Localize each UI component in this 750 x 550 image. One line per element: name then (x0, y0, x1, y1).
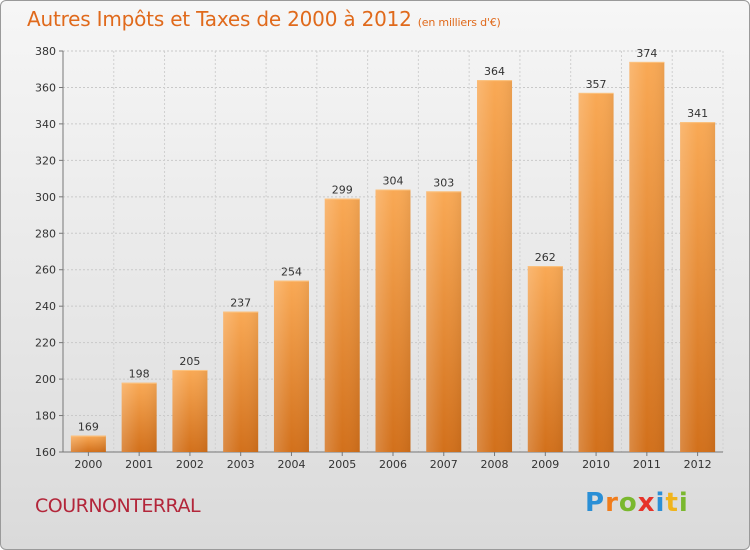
value-label-2009: 262 (535, 251, 556, 264)
bar-shine-2012 (680, 122, 716, 452)
x-tick-label-2006: 2006 (379, 458, 407, 471)
bar-shine-2011 (629, 61, 665, 452)
bar-shine-2009 (527, 266, 563, 452)
bar-shine-2001 (121, 382, 157, 452)
value-label-2008: 364 (484, 65, 505, 78)
y-tick-label: 340 (35, 118, 56, 131)
y-tick-label: 320 (35, 154, 56, 167)
x-tick-label-2011: 2011 (633, 458, 661, 471)
bar-shine-2007 (426, 191, 462, 452)
bar-shine-2002 (172, 369, 208, 452)
x-tick-label-2000: 2000 (74, 458, 102, 471)
bar-shine-2003 (223, 311, 259, 452)
value-label-2001: 198 (129, 368, 150, 381)
value-label-2003: 237 (230, 297, 251, 310)
y-tick-label: 300 (35, 191, 56, 204)
value-label-2002: 205 (179, 355, 200, 368)
value-label-2006: 304 (383, 175, 404, 188)
value-labels: 169 198 205 237 254 299 304 303 364 262 357 374 341 (78, 47, 708, 434)
chart-subtitle: (en milliers d'€) (417, 16, 501, 29)
x-tick-label-2003: 2003 (227, 458, 255, 471)
bar-shine-2010 (578, 92, 614, 452)
proxiti-logo: Proxiti (585, 488, 689, 518)
bar-shine-2008 (477, 80, 513, 452)
value-label-2004: 254 (281, 266, 302, 279)
value-label-2010: 357 (586, 78, 607, 91)
bar-shine-2000 (70, 435, 106, 452)
x-tick-label-2008: 2008 (481, 458, 509, 471)
value-label-2012: 341 (687, 107, 708, 120)
y-tick-label: 360 (35, 81, 56, 94)
value-label-2011: 374 (636, 47, 657, 60)
y-tick-label: 160 (35, 446, 56, 459)
y-tick-label: 260 (35, 264, 56, 277)
y-tick-label: 200 (35, 373, 56, 386)
value-label-2007: 303 (433, 176, 454, 189)
x-tick-label-2007: 2007 (430, 458, 458, 471)
bar-shine-2004 (273, 280, 309, 452)
x-tick-label-2010: 2010 (582, 458, 610, 471)
x-tick-label-2004: 2004 (277, 458, 305, 471)
chart-title: Autres Impôts et Taxes de 2000 à 2012 (en… (27, 7, 501, 31)
y-tick-label: 220 (35, 337, 56, 350)
x-tick-label-2001: 2001 (125, 458, 153, 471)
x-tick-label-2009: 2009 (531, 458, 559, 471)
value-label-2005: 299 (332, 184, 353, 197)
title-text: Autres Impôts et Taxes de 2000 à 2012 (27, 7, 412, 31)
value-label-2000: 169 (78, 421, 99, 434)
bars (70, 61, 716, 452)
y-tick-label: 280 (35, 227, 56, 240)
x-tick-label-2012: 2012 (684, 458, 712, 471)
commune-name: COURNONTERRAL (35, 495, 201, 517)
x-tick-label-2005: 2005 (328, 458, 356, 471)
y-tick-label: 240 (35, 300, 56, 313)
bar-shine-2006 (375, 189, 411, 452)
y-tick-label: 180 (35, 410, 56, 423)
bar-shine-2005 (324, 198, 360, 452)
y-tick-label: 380 (35, 45, 56, 58)
x-tick-label-2002: 2002 (176, 458, 204, 471)
